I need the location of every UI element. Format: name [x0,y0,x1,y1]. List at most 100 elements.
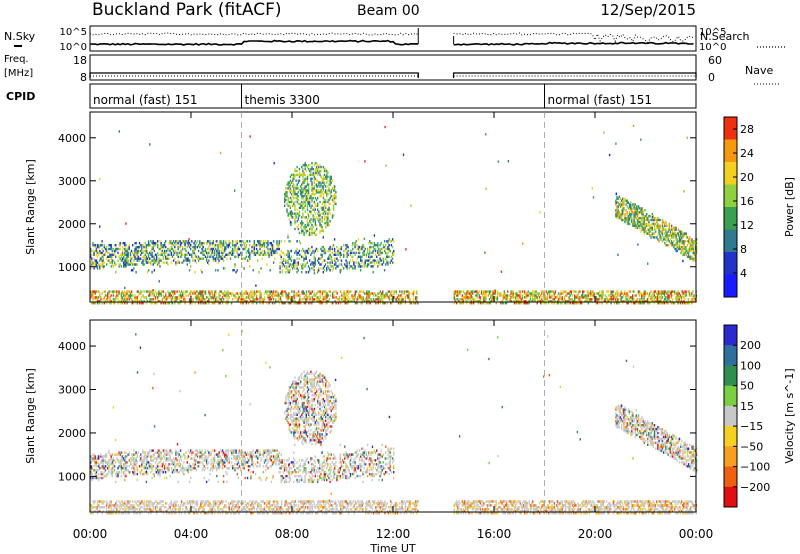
data-cell [137,300,140,303]
data-cell [470,294,472,297]
data-cell [368,294,370,297]
data-cell [662,300,665,303]
data-cell [123,263,125,266]
data-cell [110,265,112,268]
page-title: Buckland Park (fitACF) [92,0,282,20]
data-cell [526,302,528,305]
data-cell [244,247,246,251]
data-cell [325,204,327,207]
data-cell [186,500,188,503]
data-cell [313,255,315,258]
data-cell [627,294,629,297]
data-cell [359,265,361,268]
data-cell [245,255,248,258]
data-cell [224,504,226,507]
data-cell [121,242,124,245]
data-cell [238,500,241,503]
data-cell [668,226,670,229]
data-cell [570,298,572,301]
data-cell [628,216,631,220]
data-cell [247,504,250,507]
data-cell [329,191,331,194]
data-cell [288,185,290,188]
data-cell [313,175,315,178]
data-cell [242,294,244,297]
data-cell [353,298,355,301]
data-cell [617,213,619,216]
data-cell [359,296,361,299]
data-cell [243,506,245,509]
data-cell [165,240,167,243]
data-cell [98,251,100,255]
data-cell [657,222,659,226]
data-cell [320,189,322,192]
data-cell [321,290,324,293]
data-cell [101,302,103,305]
data-cell [120,506,123,509]
data-cell [165,257,167,260]
data-cell [469,296,471,299]
data-cell [296,247,298,251]
data-cell [303,227,305,231]
data-cell [236,510,238,513]
data-cell [328,198,330,202]
data-cell [268,249,270,253]
data-cell [343,300,345,303]
data-cell [169,292,171,295]
data-cell [152,510,154,513]
data-cell [620,213,623,216]
data-cell [637,218,640,222]
data-cell [349,265,352,268]
data-cell [103,500,105,503]
data-cell [538,292,541,295]
data-cell [682,236,684,239]
data-cell [391,257,394,260]
data-cell [366,302,368,305]
data-cell [115,244,117,247]
data-cell [476,296,478,299]
data-cell [385,244,387,247]
data-cell [630,298,633,301]
data-cell [193,292,195,295]
data-cell [130,292,133,295]
data-cell [669,230,672,233]
data-cell [290,296,292,299]
data-cell [327,261,329,264]
data-cell [287,298,290,301]
data-cell [664,242,666,245]
data-cell [305,189,307,192]
data-cell [310,196,312,200]
data-cell [632,220,634,224]
data-cell [659,300,661,303]
data-cell [461,300,463,303]
data-cell [103,244,105,247]
data-cell [105,510,108,513]
data-cell [228,510,230,513]
data-cell [520,302,522,305]
data-cell [637,290,640,293]
data-cell [306,251,308,255]
data-cell [92,302,94,305]
data-cell [620,298,622,301]
data-cell [601,294,603,297]
data-cell [649,230,651,233]
data-cell [177,255,179,258]
data-cell [527,302,529,305]
data-cell [110,506,112,509]
data-cell [321,229,323,233]
data-cell [680,290,683,293]
data-cell [257,251,259,255]
data-cell [259,245,261,249]
data-cell [630,216,632,220]
data-cell [140,257,142,260]
data-cell [376,261,378,264]
data-cell [159,240,161,243]
data-cell [347,292,350,295]
data-cell [692,240,694,243]
data-cell [670,292,672,295]
data-cell [661,224,664,227]
data-cell [110,502,112,505]
data-cell [505,296,508,299]
data-cell [98,290,100,293]
data-cell [635,224,638,227]
